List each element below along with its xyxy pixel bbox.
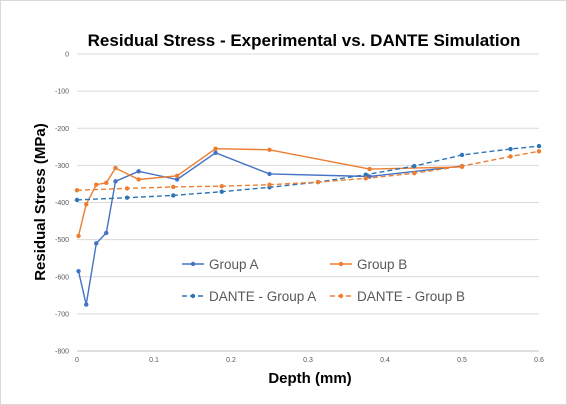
data-point [213, 146, 218, 151]
data-point [315, 179, 321, 185]
data-point [367, 166, 372, 172]
data-point [94, 182, 99, 187]
data-point [508, 154, 513, 159]
data-point [412, 170, 417, 176]
x-axis-title: Depth (mm) [268, 370, 351, 387]
legend-label: DANTE - Group A [209, 289, 316, 304]
data-point [104, 180, 109, 186]
legend-label: Group B [357, 257, 407, 272]
data-point [136, 177, 141, 182]
data-point [174, 177, 180, 182]
legend-swatch-marker [338, 261, 344, 267]
legend-item-2: DANTE - Group A [182, 289, 316, 304]
y-tick-label: -200 [55, 126, 69, 133]
data-point [213, 150, 218, 155]
data-point [171, 184, 176, 190]
data-point [363, 176, 368, 181]
y-tick-label: -800 [55, 349, 69, 356]
data-point [267, 147, 272, 152]
y-tick-label: 0 [65, 52, 69, 59]
x-tick-label: 0.4 [380, 357, 390, 364]
legend-item-1: Group B [330, 257, 407, 272]
y-tick-label: -400 [55, 200, 69, 207]
data-point [267, 171, 272, 177]
series-1 [76, 146, 465, 239]
data-point [113, 165, 118, 171]
series-3 [74, 149, 542, 193]
x-tick-label: 0.6 [534, 357, 544, 364]
y-tick-label: -300 [55, 163, 69, 170]
data-point [219, 183, 224, 189]
data-point [124, 195, 130, 200]
x-tick-label: 0 [75, 357, 79, 364]
data-point [113, 179, 118, 184]
data-point [124, 186, 130, 191]
data-point [363, 172, 368, 177]
x-tick-label: 0.1 [149, 357, 159, 364]
data-point [508, 146, 513, 152]
chart-title: Residual Stress - Experimental vs. DANTE… [88, 31, 521, 50]
data-point [174, 173, 180, 178]
data-point [412, 163, 417, 169]
series-layer [74, 143, 542, 307]
x-tick-label: 0.3 [303, 357, 313, 364]
data-point [104, 230, 109, 236]
data-point [74, 197, 80, 203]
legend-swatch-marker [190, 261, 196, 267]
y-tick-label: -100 [55, 89, 69, 96]
y-axis-title: Residual Stress (MPa) [32, 123, 49, 281]
data-point [459, 152, 465, 158]
x-tick-labels: 0 0.1 0.2 0.3 0.4 0.5 0.6 [75, 357, 544, 364]
legend-label: Group A [209, 257, 259, 272]
data-point [84, 202, 89, 207]
legend-label: DANTE - Group B [357, 289, 465, 304]
data-point [536, 143, 542, 149]
legend-item-3: DANTE - Group B [330, 289, 465, 304]
series-line [77, 147, 463, 237]
y-tick-label: -700 [55, 311, 69, 318]
y-tick-label: -600 [55, 274, 69, 281]
y-tick-labels: 0 -100 -200 -300 -400 -500 -600 -700 -800 [55, 52, 69, 356]
data-point [74, 188, 80, 193]
data-point [76, 268, 81, 274]
x-tick-label: 0.2 [226, 357, 236, 364]
data-point [267, 182, 272, 187]
legend: Group A Group B DANTE - Group A DANTE - Gro… [182, 257, 465, 304]
legend-swatch-marker [338, 293, 344, 299]
data-point [76, 233, 81, 239]
data-point [94, 241, 99, 246]
legend-swatch-marker [190, 293, 196, 299]
data-point [171, 193, 176, 198]
x-tick-label: 0.5 [457, 357, 467, 364]
gridlines [77, 53, 539, 315]
data-point [536, 149, 542, 154]
data-point [136, 169, 141, 174]
data-point [219, 189, 224, 194]
data-point [459, 163, 465, 169]
data-point [84, 302, 89, 307]
legend-item-0: Group A [182, 257, 259, 272]
y-tick-label: -500 [55, 237, 69, 244]
